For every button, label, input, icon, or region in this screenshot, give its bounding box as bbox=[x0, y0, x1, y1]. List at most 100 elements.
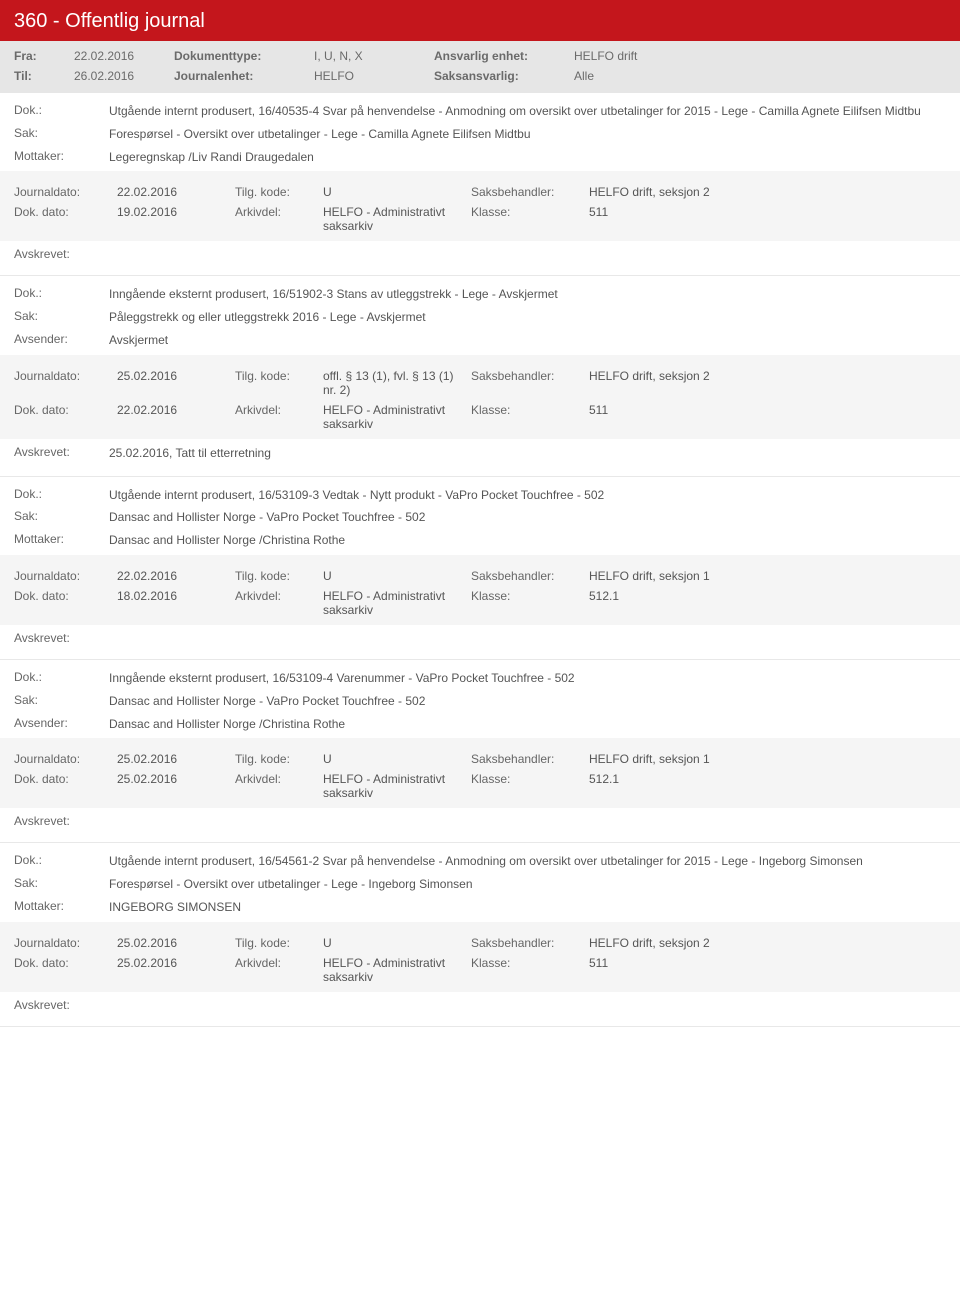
saksbehandler-value: HELFO drift, seksjon 1 bbox=[589, 569, 946, 583]
dokdato-label: Dok. dato: bbox=[14, 589, 109, 617]
page-title: 360 - Offentlig journal bbox=[0, 0, 960, 41]
dok-value: Utgående internt produsert, 16/54561-2 S… bbox=[109, 853, 863, 870]
party-value: Legeregnskap /Liv Randi Draugedalen bbox=[109, 149, 314, 166]
journaldato-value: 22.02.2016 bbox=[117, 185, 227, 199]
meta-til-value: 26.02.2016 bbox=[74, 69, 154, 83]
dokdato-label: Dok. dato: bbox=[14, 956, 109, 984]
arkivdel-label: Arkivdel: bbox=[235, 589, 315, 617]
saksbehandler-value: HELFO drift, seksjon 2 bbox=[589, 185, 946, 199]
dok-label: Dok.: bbox=[14, 670, 109, 684]
meta-journalenhet-label: Journalenhet: bbox=[174, 69, 294, 83]
dokdato-value: 22.02.2016 bbox=[117, 403, 227, 431]
dokdato-label: Dok. dato: bbox=[14, 403, 109, 431]
party-value: Dansac and Hollister Norge /Christina Ro… bbox=[109, 532, 345, 549]
dok-label: Dok.: bbox=[14, 286, 109, 300]
saksbehandler-label: Saksbehandler: bbox=[471, 369, 581, 397]
dok-label: Dok.: bbox=[14, 103, 109, 117]
dokdato-label: Dok. dato: bbox=[14, 772, 109, 800]
journaldato-label: Journaldato: bbox=[14, 185, 109, 199]
sak-value: Dansac and Hollister Norge - VaPro Pocke… bbox=[109, 693, 425, 710]
meta-doktype-label: Dokumenttype: bbox=[174, 49, 294, 63]
klasse-value: 511 bbox=[589, 403, 946, 431]
klasse-label: Klasse: bbox=[471, 772, 581, 800]
journaldato-label: Journaldato: bbox=[14, 369, 109, 397]
dok-label: Dok.: bbox=[14, 487, 109, 501]
journaldato-value: 25.02.2016 bbox=[117, 752, 227, 766]
meta-fra-value: 22.02.2016 bbox=[74, 49, 154, 63]
dokdato-label: Dok. dato: bbox=[14, 205, 109, 233]
arkivdel-value: HELFO - Administrativt saksarkiv bbox=[323, 589, 463, 617]
tilgkode-value: offl. § 13 (1), fvl. § 13 (1) nr. 2) bbox=[323, 369, 463, 397]
party-value: Dansac and Hollister Norge /Christina Ro… bbox=[109, 716, 345, 733]
saksbehandler-value: HELFO drift, seksjon 2 bbox=[589, 936, 946, 950]
tilgkode-label: Tilg. kode: bbox=[235, 936, 315, 950]
dok-label: Dok.: bbox=[14, 853, 109, 867]
tilgkode-label: Tilg. kode: bbox=[235, 369, 315, 397]
saksbehandler-label: Saksbehandler: bbox=[471, 569, 581, 583]
journaldato-label: Journaldato: bbox=[14, 936, 109, 950]
tilgkode-value: U bbox=[323, 936, 463, 950]
arkivdel-label: Arkivdel: bbox=[235, 772, 315, 800]
klasse-label: Klasse: bbox=[471, 205, 581, 233]
journaldato-value: 25.02.2016 bbox=[117, 369, 227, 397]
sak-value: Dansac and Hollister Norge - VaPro Pocke… bbox=[109, 509, 425, 526]
journal-entry: Dok.: Inngående eksternt produsert, 16/5… bbox=[0, 276, 960, 476]
journaldato-label: Journaldato: bbox=[14, 752, 109, 766]
sak-value: Forespørsel - Oversikt over utbetalinger… bbox=[109, 876, 473, 893]
journaldato-value: 25.02.2016 bbox=[117, 936, 227, 950]
meta-journalenhet-value: HELFO bbox=[314, 69, 414, 83]
avskrevet-label: Avskrevet: bbox=[14, 247, 109, 261]
party-value: Avskjermet bbox=[109, 332, 168, 349]
tilgkode-value: U bbox=[323, 752, 463, 766]
meta-bar: Fra: 22.02.2016 Dokumenttype: I, U, N, X… bbox=[0, 41, 960, 93]
saksbehandler-label: Saksbehandler: bbox=[471, 936, 581, 950]
party-label: Mottaker: bbox=[14, 899, 109, 913]
avskrevet-label: Avskrevet: bbox=[14, 814, 109, 828]
sak-label: Sak: bbox=[14, 309, 109, 323]
avskrevet-value: 25.02.2016, Tatt til etterretning bbox=[109, 445, 271, 462]
avskrevet-label: Avskrevet: bbox=[14, 631, 109, 645]
party-label: Mottaker: bbox=[14, 532, 109, 546]
meta-fra-label: Fra: bbox=[14, 49, 54, 63]
klasse-label: Klasse: bbox=[471, 956, 581, 984]
sak-label: Sak: bbox=[14, 876, 109, 890]
saksbehandler-label: Saksbehandler: bbox=[471, 185, 581, 199]
dok-value: Utgående internt produsert, 16/40535-4 S… bbox=[109, 103, 921, 120]
avskrevet-label: Avskrevet: bbox=[14, 998, 109, 1012]
dok-value: Inngående eksternt produsert, 16/51902-3… bbox=[109, 286, 558, 303]
party-label: Avsender: bbox=[14, 716, 109, 730]
sak-label: Sak: bbox=[14, 693, 109, 707]
arkivdel-label: Arkivdel: bbox=[235, 205, 315, 233]
arkivdel-label: Arkivdel: bbox=[235, 403, 315, 431]
tilgkode-value: U bbox=[323, 569, 463, 583]
klasse-value: 512.1 bbox=[589, 772, 946, 800]
meta-ansvarlig-value: HELFO drift bbox=[574, 49, 654, 63]
arkivdel-value: HELFO - Administrativt saksarkiv bbox=[323, 403, 463, 431]
meta-saksansvarlig-value: Alle bbox=[574, 69, 654, 83]
journal-entry: Dok.: Inngående eksternt produsert, 16/5… bbox=[0, 660, 960, 843]
party-label: Mottaker: bbox=[14, 149, 109, 163]
meta-saksansvarlig-label: Saksansvarlig: bbox=[434, 69, 554, 83]
klasse-value: 512.1 bbox=[589, 589, 946, 617]
tilgkode-label: Tilg. kode: bbox=[235, 569, 315, 583]
arkivdel-value: HELFO - Administrativt saksarkiv bbox=[323, 772, 463, 800]
dokdato-value: 25.02.2016 bbox=[117, 772, 227, 800]
journal-entry: Dok.: Utgående internt produsert, 16/545… bbox=[0, 843, 960, 1026]
klasse-label: Klasse: bbox=[471, 589, 581, 617]
tilgkode-label: Tilg. kode: bbox=[235, 185, 315, 199]
journal-entry: Dok.: Utgående internt produsert, 16/531… bbox=[0, 477, 960, 660]
saksbehandler-value: HELFO drift, seksjon 2 bbox=[589, 369, 946, 397]
saksbehandler-label: Saksbehandler: bbox=[471, 752, 581, 766]
avskrevet-label: Avskrevet: bbox=[14, 445, 109, 459]
dokdato-value: 19.02.2016 bbox=[117, 205, 227, 233]
journaldato-value: 22.02.2016 bbox=[117, 569, 227, 583]
klasse-value: 511 bbox=[589, 956, 946, 984]
sak-value: Forespørsel - Oversikt over utbetalinger… bbox=[109, 126, 531, 143]
sak-label: Sak: bbox=[14, 126, 109, 140]
dok-value: Inngående eksternt produsert, 16/53109-4… bbox=[109, 670, 575, 687]
dokdato-value: 25.02.2016 bbox=[117, 956, 227, 984]
party-value: INGEBORG SIMONSEN bbox=[109, 899, 241, 916]
tilgkode-label: Tilg. kode: bbox=[235, 752, 315, 766]
saksbehandler-value: HELFO drift, seksjon 1 bbox=[589, 752, 946, 766]
journal-entry: Dok.: Utgående internt produsert, 16/405… bbox=[0, 93, 960, 276]
